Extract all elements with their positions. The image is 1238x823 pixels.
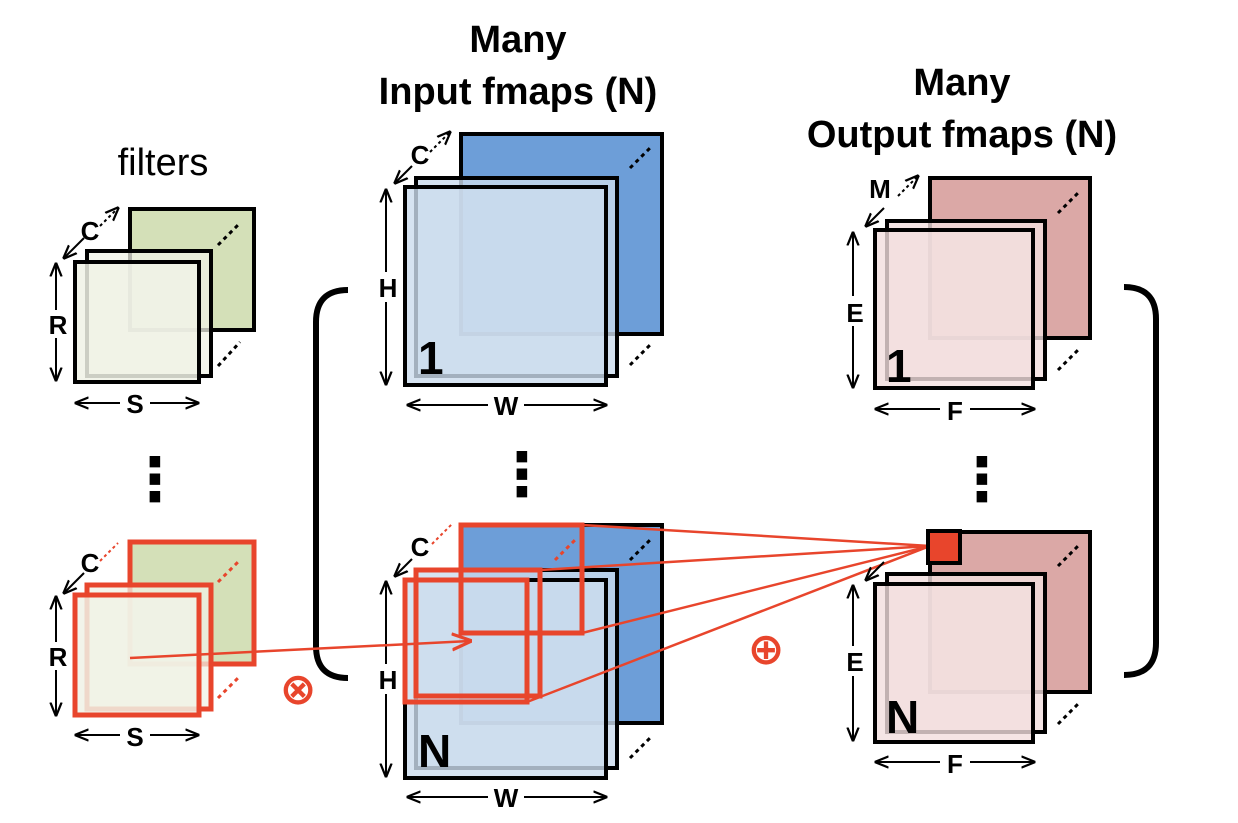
output-f-label: F: [947, 396, 963, 426]
input-n-c-label: C: [411, 532, 430, 562]
input-index-1: 1: [418, 332, 444, 384]
input-c-label: C: [411, 140, 430, 170]
input-index-n: N: [418, 725, 451, 777]
input-title-line1: Many: [469, 19, 566, 61]
input-title-line2: Input fmaps (N): [379, 71, 658, 113]
output-m-label: M: [869, 174, 891, 204]
accumulate-operator: ⊕: [748, 625, 785, 674]
output-ellipsis: ⋮: [952, 446, 1012, 513]
multiply-operator: ⊗: [280, 665, 317, 714]
input-n-h-label: H: [379, 665, 398, 695]
filter-c-label: C: [81, 216, 100, 246]
filter-stack-1: C R S: [44, 208, 256, 419]
input-fmap-stack-1: 1 C H W: [374, 132, 664, 421]
filters-title: filters: [118, 142, 209, 184]
right-bracket: [1123, 284, 1159, 678]
output-fmap-stack-1: 1 M E F: [841, 174, 1092, 426]
output-fmap-stack-n: N E F: [841, 530, 1092, 779]
output-e-label: E: [846, 298, 863, 328]
output-title-line1: Many: [913, 62, 1010, 104]
input-fmap-stack-n: N C H W: [374, 522, 664, 813]
output-element-highlight: [926, 529, 962, 565]
input-n-w-label: W: [494, 783, 519, 813]
filters-ellipsis: ⋮: [125, 446, 185, 513]
output-n-f-label: F: [947, 749, 963, 779]
left-bracket: [313, 287, 349, 681]
output-index-1: 1: [886, 340, 912, 392]
filter-to-input-arrow: [129, 641, 470, 660]
input-h-label: H: [379, 273, 398, 303]
output-index-n: N: [886, 691, 919, 743]
filter-n-c-label: C: [81, 548, 100, 578]
output-title-line2: Output fmaps (N): [807, 114, 1117, 156]
filter-stack-n: C R S: [44, 539, 257, 752]
filter-s-label: S: [126, 389, 143, 419]
filter-r-label: R: [49, 310, 68, 340]
output-n-e-label: E: [846, 647, 863, 677]
input-w-label: W: [494, 391, 519, 421]
filter-n-s-label: S: [126, 722, 143, 752]
filter-n-r-label: R: [49, 642, 68, 672]
window-to-output-lines: [526, 523, 931, 704]
input-ellipsis: ⋮: [492, 441, 552, 508]
